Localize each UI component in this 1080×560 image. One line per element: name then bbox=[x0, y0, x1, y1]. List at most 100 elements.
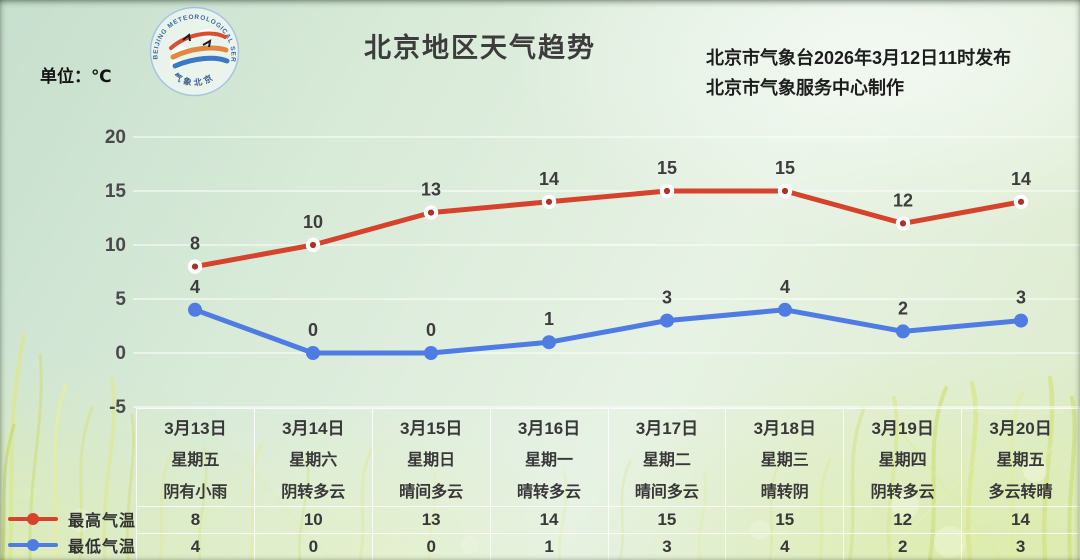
data-point-marker bbox=[424, 346, 438, 360]
min-temp-cell: 2 bbox=[844, 534, 963, 560]
legend-label-max-temp: 最高气温 bbox=[68, 513, 137, 530]
data-point-marker bbox=[778, 302, 792, 317]
data-point-label: 13 bbox=[421, 180, 441, 200]
data-point-label: 15 bbox=[657, 158, 677, 178]
date-cell: 3月16日 bbox=[491, 409, 609, 443]
weekday-cell: 星期一 bbox=[491, 443, 609, 473]
data-point-label: 15 bbox=[775, 158, 795, 178]
weather-cell: 晴间多云 bbox=[372, 473, 491, 507]
weekday-cell: 星期三 bbox=[726, 443, 845, 473]
row-date: 3月13日 3月14日 3月15日 3月16日 3月17日 3月18日 3月19日 3月20日 bbox=[137, 409, 1080, 443]
data-point-marker-core bbox=[663, 187, 671, 195]
weather-cell: 晴转阴 bbox=[726, 473, 845, 507]
page-title: 北京地区天气趋势 bbox=[364, 33, 596, 63]
y-axis-tick-label: 5 bbox=[115, 289, 126, 310]
data-point-label: 12 bbox=[893, 190, 913, 210]
data-point-label: 14 bbox=[539, 169, 559, 189]
publisher-block: 北京市气象台2026年3月12日11时发布 北京市气象服务中心制作 bbox=[706, 43, 1011, 103]
max-temp-cell: 14 bbox=[490, 507, 609, 534]
y-axis-tick-label: -5 bbox=[109, 397, 126, 418]
data-point-label: 10 bbox=[303, 212, 323, 232]
data-point-marker-core bbox=[191, 263, 199, 270]
data-point-label: 4 bbox=[190, 277, 200, 297]
max-temp-line-swatch bbox=[8, 513, 58, 525]
weather-cell: 晴间多云 bbox=[608, 473, 727, 507]
date-cell: 3月18日 bbox=[726, 409, 845, 443]
max-temp-cell: 8 bbox=[137, 507, 255, 534]
data-point-label: 8 bbox=[190, 234, 200, 254]
weather-cell: 晴转多云 bbox=[490, 473, 609, 507]
date-cell: 3月14日 bbox=[255, 409, 373, 443]
min-temp-cell: 3 bbox=[609, 534, 727, 560]
data-point-label: 3 bbox=[1016, 288, 1026, 308]
y-axis-tick-label: 10 bbox=[105, 235, 126, 256]
date-cell: 3月17日 bbox=[609, 409, 727, 443]
bird-silhouette bbox=[202, 39, 212, 48]
legend-item-min-temp: 最低气温 bbox=[8, 532, 136, 558]
logo-orange-swoosh bbox=[170, 45, 229, 60]
data-point-marker-core bbox=[309, 241, 317, 249]
data-point-marker bbox=[660, 313, 674, 328]
row-max: 8 10 13 14 15 15 12 14 bbox=[137, 507, 1080, 534]
date-cell: 3月13日 bbox=[137, 409, 255, 443]
data-point-label: 4 bbox=[780, 277, 790, 297]
issue-info: 北京市气象台2026年3月12日11时发布 bbox=[706, 48, 1012, 68]
unit-label: 单位：℃ bbox=[40, 67, 112, 86]
data-point-marker-core bbox=[899, 220, 907, 227]
data-point-marker-core bbox=[781, 187, 789, 195]
y-axis-tick-label: 0 bbox=[115, 343, 126, 364]
min-temp-cell: 4 bbox=[137, 534, 255, 560]
date-cell: 3月19日 bbox=[844, 409, 963, 443]
weather-cell: 阴转多云 bbox=[844, 473, 963, 507]
meteorological-service-logo: BEIJING METEOROLOGICAL SERVICE 气象北京 bbox=[147, 4, 240, 97]
data-point-marker bbox=[896, 324, 910, 339]
data-point-marker bbox=[542, 335, 556, 350]
min-temp-cell: 4 bbox=[726, 534, 845, 560]
data-point-label: 14 bbox=[1011, 169, 1031, 189]
data-point-label: 1 bbox=[544, 309, 554, 329]
weather-cell: 多云转晴 bbox=[962, 473, 1080, 507]
date-cell: 3月15日 bbox=[373, 409, 491, 443]
data-point-marker bbox=[1014, 313, 1028, 328]
data-point-marker bbox=[306, 346, 320, 360]
y-axis-tick-label: 20 bbox=[105, 127, 126, 148]
data-point-marker-core bbox=[545, 198, 553, 205]
max-temp-cell: 15 bbox=[608, 507, 727, 534]
max-temp-cell: 12 bbox=[844, 507, 963, 534]
min-temp-cell: 1 bbox=[491, 534, 609, 560]
row-weather: 阴有小雨 阴转多云 晴间多云 晴转多云 晴间多云 晴转阴 阴转多云 多云转晴 bbox=[137, 473, 1080, 507]
logo-blue-swoosh bbox=[172, 55, 230, 69]
weather-cell: 阴转多云 bbox=[254, 473, 373, 507]
logo-red-swoosh bbox=[169, 31, 227, 50]
weather-cell: 阴有小雨 bbox=[137, 473, 255, 507]
weekday-cell: 星期五 bbox=[137, 443, 255, 473]
row-week: 星期五 星期六 星期日 星期一 星期二 星期三 星期四 星期五 bbox=[137, 443, 1080, 473]
data-point-label: 2 bbox=[898, 298, 908, 318]
bird-silhouette bbox=[182, 33, 191, 42]
weekday-cell: 星期二 bbox=[609, 443, 727, 473]
data-point-marker-core bbox=[1017, 198, 1025, 205]
data-point-marker bbox=[188, 302, 202, 317]
weekday-cell: 星期日 bbox=[373, 443, 491, 473]
date-cell: 3月20日 bbox=[962, 409, 1080, 443]
data-point-label: 0 bbox=[308, 320, 318, 340]
data-point-marker-core bbox=[427, 209, 435, 216]
legend-label-min-temp: 最低气温 bbox=[68, 539, 137, 556]
min-temp-cell: 3 bbox=[962, 534, 1080, 560]
min-temp-series: 4 0 0 1 3 4 2 3 bbox=[188, 277, 1028, 360]
data-point-label: 0 bbox=[426, 320, 436, 340]
max-temp-cell: 13 bbox=[372, 507, 491, 534]
max-temp-cell: 14 bbox=[962, 507, 1080, 534]
min-temp-line-swatch bbox=[8, 539, 58, 551]
max-temp-cell: 15 bbox=[726, 507, 845, 534]
data-point-label: 3 bbox=[662, 288, 672, 308]
min-temp-cell: 0 bbox=[255, 534, 373, 560]
weekday-cell: 星期五 bbox=[962, 443, 1080, 473]
producer-info: 北京市气象服务中心制作 bbox=[706, 78, 904, 98]
gridlines bbox=[133, 136, 1080, 408]
weekday-cell: 星期六 bbox=[255, 443, 373, 473]
max-temp-dot-icon bbox=[27, 513, 39, 525]
